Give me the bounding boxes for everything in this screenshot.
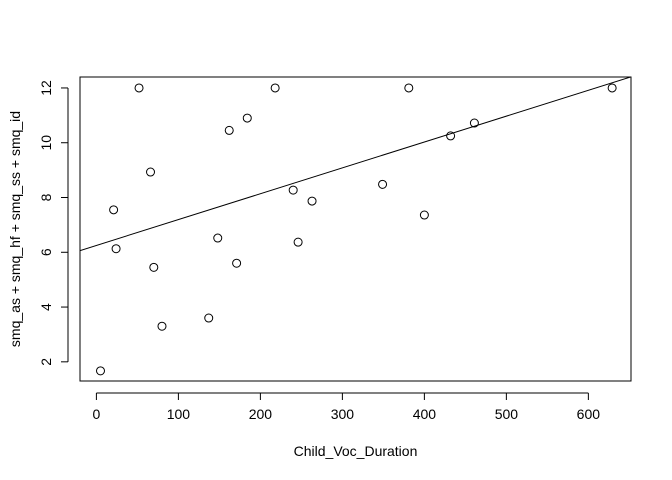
data-point (242, 113, 252, 123)
data-point (111, 244, 121, 254)
y-tick-label: 10 (38, 135, 54, 151)
y-tick-label: 12 (38, 80, 54, 96)
y-axis-title: smq_as + smq_hf + smq_ss + smq_id (7, 111, 23, 347)
data-point (607, 83, 617, 93)
data-point (146, 167, 156, 177)
x-tick-label: 200 (249, 406, 273, 422)
x-tick-label: 100 (167, 406, 191, 422)
x-axis: 0 100 200 300 400 500 600 (93, 392, 601, 422)
data-point (469, 118, 479, 128)
y-tick-label: 6 (38, 248, 54, 256)
data-point (95, 366, 105, 376)
data-point (149, 262, 159, 272)
y-tick-label: 2 (38, 358, 54, 366)
y-axis: 2 4 6 8 10 12 (38, 80, 69, 366)
data-point (293, 237, 303, 247)
x-tick-label: 0 (93, 406, 101, 422)
data-point (204, 313, 214, 323)
x-axis-title: Child_Voc_Duration (294, 443, 418, 459)
data-point (224, 125, 234, 135)
y-tick-label: 4 (38, 303, 54, 311)
data-point (446, 131, 456, 141)
x-tick-label: 500 (495, 406, 519, 422)
data-point (213, 233, 223, 243)
data-point (404, 83, 414, 93)
x-tick-label: 600 (577, 406, 601, 422)
regression-line (80, 77, 631, 252)
data-point (378, 179, 388, 189)
data-point (109, 205, 119, 215)
x-tick-label: 400 (413, 406, 437, 422)
data-point (270, 83, 280, 93)
data-point (307, 196, 317, 206)
data-point (419, 210, 429, 220)
data-points (95, 83, 617, 376)
regression-line-group (80, 77, 631, 252)
y-tick-label: 8 (38, 193, 54, 201)
plot-frame (79, 76, 632, 382)
data-point (288, 185, 298, 195)
x-tick-label: 300 (331, 406, 355, 422)
data-point (232, 258, 242, 268)
data-point (157, 321, 167, 331)
data-point (134, 83, 144, 93)
